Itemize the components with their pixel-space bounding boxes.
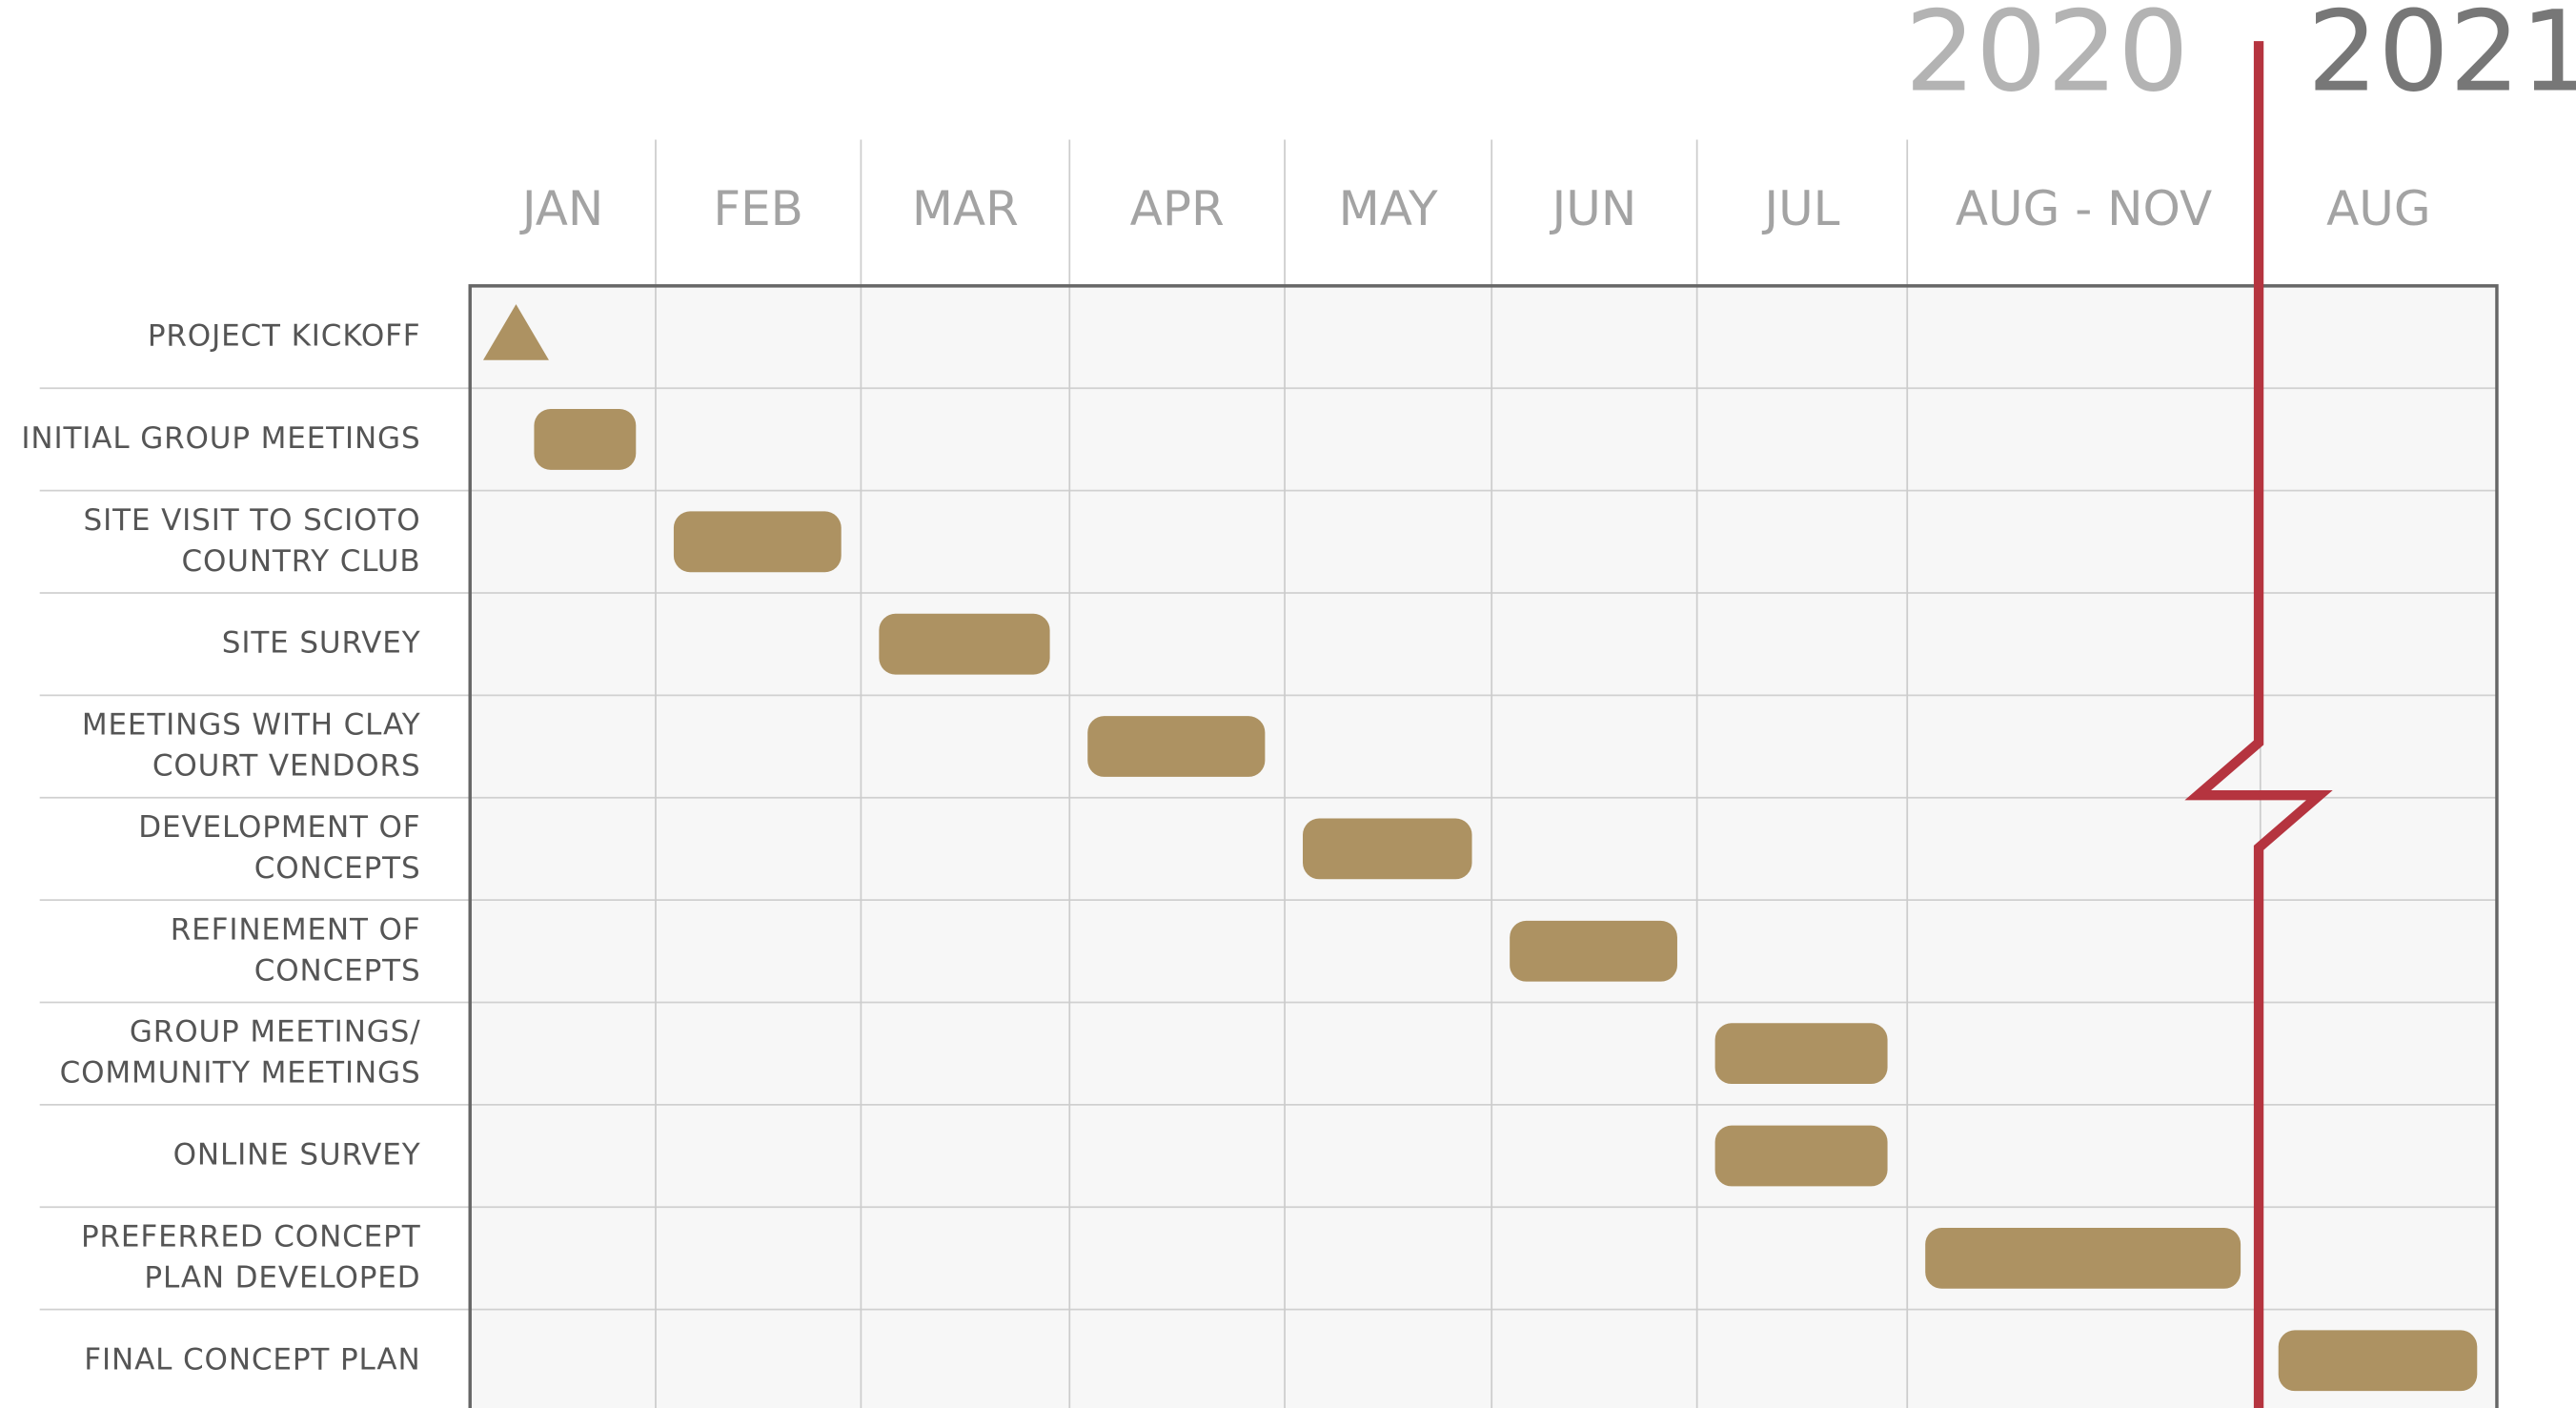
task-bar	[673, 511, 842, 573]
task-label: PROJECT KICKOFF	[148, 319, 421, 354]
task-label: GROUP MEETINGS/	[130, 1015, 421, 1050]
task-bar	[1087, 716, 1266, 777]
month-label: MAY	[1339, 181, 1438, 236]
month-label: JUL	[1761, 181, 1839, 236]
task-bar	[1303, 818, 1472, 880]
milestone-marker	[483, 304, 549, 360]
task-label: FINAL CONCEPT PLAN	[84, 1342, 420, 1377]
year-label: 2020	[1905, 0, 2189, 116]
task-label: ONLINE SURVEY	[173, 1138, 421, 1173]
grid-background	[470, 285, 2497, 1408]
task-bar	[2278, 1330, 2478, 1392]
task-label: CONCEPTS	[254, 953, 421, 988]
task-label: SITE VISIT TO SCIOTO	[84, 503, 421, 538]
month-label: JAN	[519, 181, 603, 236]
month-label: AUG	[2326, 181, 2430, 236]
task-label: DEVELOPMENT OF	[138, 810, 420, 845]
task-label: COMMUNITY MEETINGS	[60, 1056, 421, 1091]
task-label: COURT VENDORS	[152, 749, 421, 784]
task-label: PLAN DEVELOPED	[144, 1260, 420, 1295]
task-label: COUNTRY CLUB	[182, 544, 421, 579]
task-label: PREFERRED CONCEPT	[81, 1219, 421, 1254]
month-label: APR	[1130, 181, 1225, 236]
task-bar	[1714, 1125, 1888, 1187]
year-label: 2021	[2307, 0, 2576, 116]
task-bar	[1714, 1023, 1888, 1085]
month-label: AUG - NOV	[1956, 181, 2212, 236]
task-label: INITIAL GROUP MEETINGS	[21, 421, 420, 456]
task-bar	[534, 409, 637, 470]
task-label: MEETINGS WITH CLAY	[82, 708, 421, 743]
grid-frame	[468, 284, 2499, 1408]
task-label: CONCEPTS	[254, 851, 421, 886]
year-break-line	[2184, 41, 2333, 1408]
task-bar	[879, 613, 1050, 675]
task-label: REFINEMENT OF	[171, 912, 421, 947]
task-label: SITE SURVEY	[222, 626, 421, 661]
month-label: FEB	[713, 181, 803, 236]
month-label: JUN	[1550, 181, 1637, 236]
month-label: MAR	[912, 181, 1019, 236]
task-bar	[1510, 920, 1677, 982]
task-bar	[1925, 1228, 2241, 1289]
